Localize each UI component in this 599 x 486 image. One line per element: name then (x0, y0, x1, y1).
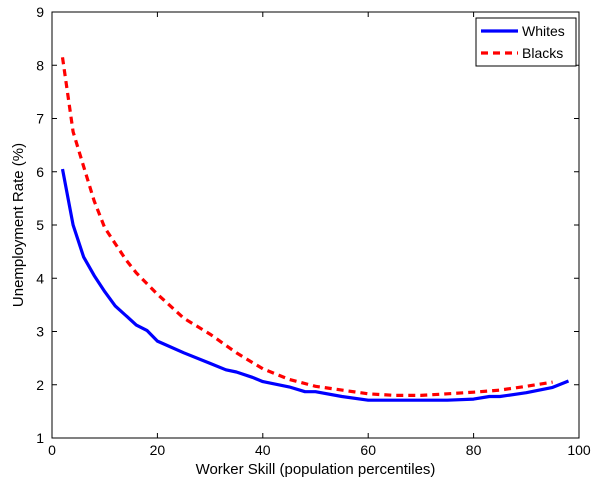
y-tick-label: 7 (36, 111, 44, 127)
y-tick-label: 9 (36, 4, 44, 20)
y-axis-label: Unemployment Rate (%) (10, 143, 27, 307)
series-line-whites (60, 168, 570, 402)
x-tick-label: 0 (48, 442, 56, 458)
x-tick-label: 80 (466, 442, 482, 458)
x-tick-label: 40 (255, 442, 271, 458)
x-tick-label: 60 (360, 442, 376, 458)
x-tick-label: 100 (567, 442, 591, 458)
x-tick-label: 20 (150, 442, 166, 458)
y-tick-label: 3 (36, 324, 44, 340)
y-tick-label: 8 (36, 57, 44, 73)
legend-label-whites: Whites (522, 23, 565, 39)
legend: Whites Blacks (475, 17, 577, 67)
y-tick-label: 4 (36, 270, 44, 286)
y-tick-label: 6 (36, 164, 44, 180)
ticks-layer: 0 20 40 60 80 100 1 2 3 4 5 6 7 8 9 (36, 4, 591, 458)
series-layer (60, 57, 570, 402)
x-axis-label: Worker Skill (population percentiles) (196, 461, 436, 478)
y-tick-label: 5 (36, 217, 44, 233)
series-line-blacks (60, 57, 553, 397)
plot-area (52, 12, 579, 438)
y-tick-label: 1 (36, 430, 44, 446)
y-tick-label: 2 (36, 377, 44, 393)
legend-box (475, 17, 577, 67)
legend-label-blacks: Blacks (522, 45, 563, 61)
